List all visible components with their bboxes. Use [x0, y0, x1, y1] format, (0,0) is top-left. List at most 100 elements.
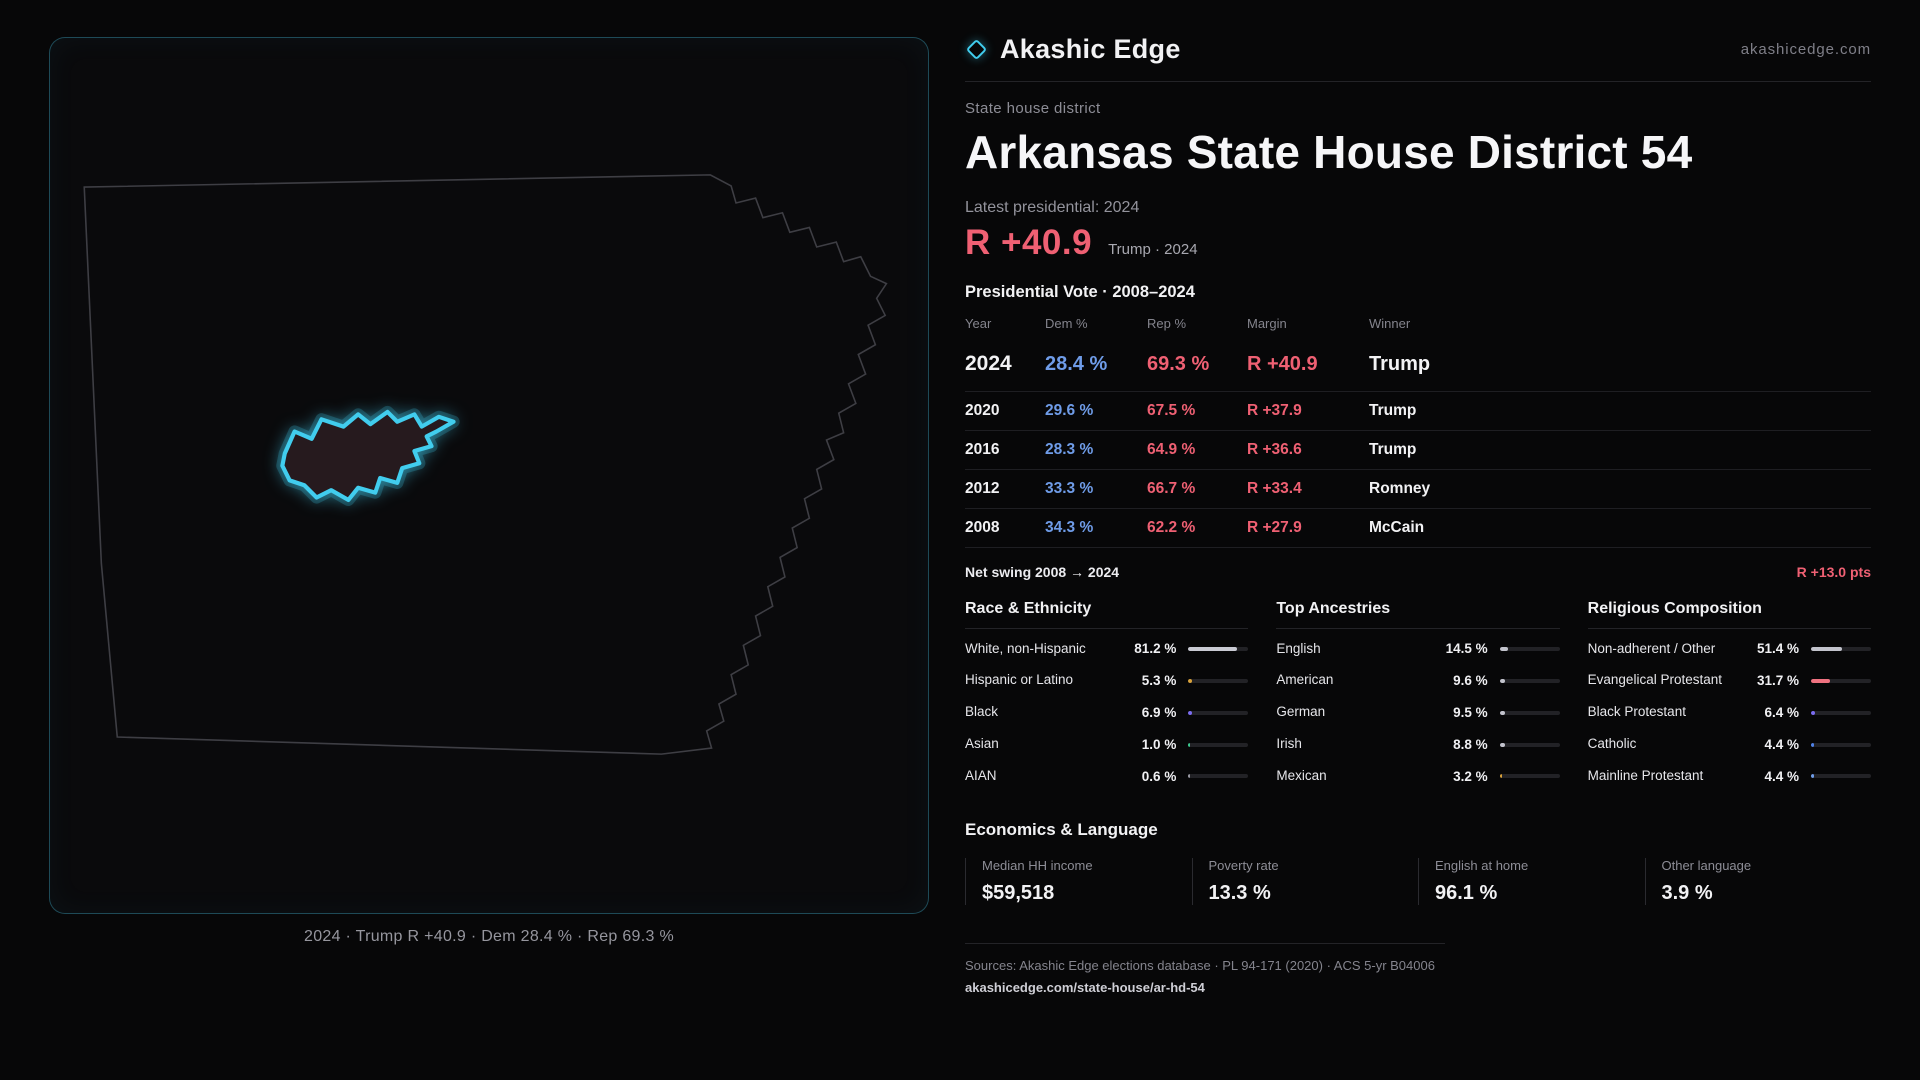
list-item: German 9.5 % — [1276, 697, 1560, 729]
stat-label: Poverty rate — [1208, 858, 1279, 874]
arkansas-outline — [83, 174, 888, 755]
dem-cell: 28.4 % — [1045, 353, 1108, 375]
net-swing-label: Net swing 2008 → 2024 — [965, 564, 1120, 580]
bar-fill — [1499, 646, 1509, 651]
demo-label: Irish — [1276, 736, 1302, 752]
dem-cell: 28.3 % — [1045, 441, 1094, 458]
ancestries-title: Top Ancestries — [1276, 600, 1560, 629]
col-rep: Rep % — [1147, 316, 1187, 331]
year-cell: 2020 — [965, 402, 1000, 419]
margin-cell: R +37.9 — [1247, 402, 1302, 419]
list-item: Evangelical Protestant 31.7 % — [1588, 665, 1871, 697]
bar-track — [1499, 678, 1560, 683]
demo-label: Evangelical Protestant — [1587, 672, 1722, 688]
bar-fill — [1811, 678, 1831, 683]
bar-track — [1188, 742, 1249, 747]
net-swing-value: R +13.0 pts — [1796, 564, 1871, 580]
bar-track — [1499, 742, 1560, 747]
bar-track — [1188, 646, 1249, 651]
rep-cell: 67.5 % — [1147, 402, 1196, 419]
year-cell: 2024 — [965, 352, 1012, 375]
rep-cell: 69.3 % — [1147, 353, 1210, 375]
table-row: 2016 28.3 % 64.9 % R +36.6 Trump — [965, 431, 1871, 470]
bar-fill — [1499, 774, 1502, 779]
list-item: Non-adherent / Other 51.4 % — [1588, 633, 1871, 665]
headline-margin-value: R +40.9 — [965, 223, 1093, 262]
demographics-grid: Race & Ethnicity White, non-Hispanic 81.… — [965, 600, 1871, 792]
demo-value: 4.4 % — [1764, 768, 1799, 784]
permalink[interactable]: akashicedge.com/state-house/ar-hd-54 — [965, 980, 1205, 996]
bar-fill — [1499, 710, 1506, 715]
vote-table-header: Year Dem % Rep % Margin Winner — [965, 316, 1871, 340]
ancestries-column: Top Ancestries English 14.5 % American 9… — [1276, 600, 1560, 792]
site-domain-link[interactable]: akashicedge.com — [1740, 41, 1871, 58]
demo-value: 14.5 % — [1445, 641, 1488, 657]
demo-label: Non-adherent / Other — [1587, 640, 1716, 656]
page-title: Arkansas State House District 54 — [965, 126, 1693, 178]
stat-value: 13.3 % — [1208, 882, 1271, 905]
bar-track — [1811, 774, 1871, 779]
margin-cell: R +33.4 — [1247, 480, 1302, 497]
col-year: Year — [965, 316, 992, 331]
bar-track — [1811, 742, 1871, 747]
demo-value: 6.9 % — [1141, 705, 1177, 721]
list-item: Black Protestant 6.4 % — [1588, 697, 1871, 729]
demo-value: 1.0 % — [1141, 737, 1177, 753]
winner-cell: Trump — [1369, 402, 1417, 419]
district-detail-panel: Akashic Edge akashicedge.com State house… — [965, 0, 1871, 995]
year-cell: 2016 — [965, 441, 1000, 458]
stat-label: Median HH income — [982, 858, 1093, 874]
bar-track — [1188, 678, 1249, 683]
demo-value: 6.4 % — [1764, 705, 1799, 721]
bar-fill — [1188, 774, 1190, 779]
net-swing-row: Net swing 2008 → 2024 R +13.0 pts — [965, 564, 1871, 580]
district-54-shape[interactable] — [280, 409, 456, 503]
bar-fill — [1188, 646, 1238, 651]
bar-track — [1499, 710, 1560, 715]
stat-median-hh-income: Median HH income $59,518 — [965, 858, 1192, 906]
list-item: English 14.5 % — [1276, 633, 1560, 665]
stat-value: $59,518 — [982, 882, 1055, 905]
rep-cell: 66.7 % — [1147, 480, 1196, 497]
demo-label: American — [1276, 672, 1334, 688]
page-footer: Sources: Akashic Edge elections database… — [965, 943, 1445, 995]
col-winner: Winner — [1369, 316, 1411, 331]
dem-cell: 34.3 % — [1045, 519, 1094, 536]
margin-cell: R +40.9 — [1247, 353, 1318, 375]
bar-fill — [1811, 646, 1842, 651]
dem-cell: 29.6 % — [1045, 402, 1094, 419]
list-item: Catholic 4.4 % — [1588, 729, 1871, 761]
bar-fill — [1811, 742, 1814, 747]
bar-track — [1188, 774, 1249, 779]
table-row: 2020 29.6 % 67.5 % R +37.9 Trump — [965, 392, 1871, 431]
bar-track — [1811, 646, 1871, 651]
stat-label: Other language — [1661, 858, 1752, 874]
bar-track — [1499, 774, 1560, 779]
stat-poverty-rate: Poverty rate 13.3 % — [1191, 858, 1419, 906]
economics-title: Economics & Language — [965, 820, 1158, 840]
demo-label: Catholic — [1587, 736, 1637, 752]
demo-value: 51.4 % — [1756, 641, 1799, 657]
bar-track — [1811, 710, 1871, 715]
district-map-panel — [49, 37, 929, 914]
demo-value: 0.6 % — [1141, 768, 1177, 784]
demo-label: White, non-Hispanic — [965, 640, 1086, 656]
bar-fill — [1499, 742, 1505, 747]
dem-cell: 33.3 % — [1045, 480, 1094, 497]
site-header: Akashic Edge akashicedge.com — [965, 0, 1871, 82]
list-item: Irish 8.8 % — [1276, 729, 1560, 761]
stat-english-at-home: English at home 96.1 % — [1418, 858, 1645, 906]
map-caption: 2024 · Trump R +40.9 · Dem 28.4 % · Rep … — [304, 928, 674, 945]
year-cell: 2008 — [965, 519, 1000, 536]
demo-value: 3.2 % — [1453, 768, 1488, 784]
list-item: AIAN 0.6 % — [965, 761, 1249, 793]
winner-cell: McCain — [1369, 519, 1425, 536]
demo-value: 31.7 % — [1756, 673, 1799, 689]
bar-track — [1499, 646, 1560, 651]
stat-label: English at home — [1435, 858, 1529, 874]
demo-label: English — [1276, 640, 1321, 656]
headline-margin-context: Trump · 2024 — [1108, 241, 1198, 258]
list-item: Asian 1.0 % — [965, 729, 1249, 761]
vote-table-title: Presidential Vote · 2008–2024 — [965, 283, 1195, 301]
economics-stats: Median HH income $59,518 Poverty rate 13… — [965, 858, 1871, 906]
